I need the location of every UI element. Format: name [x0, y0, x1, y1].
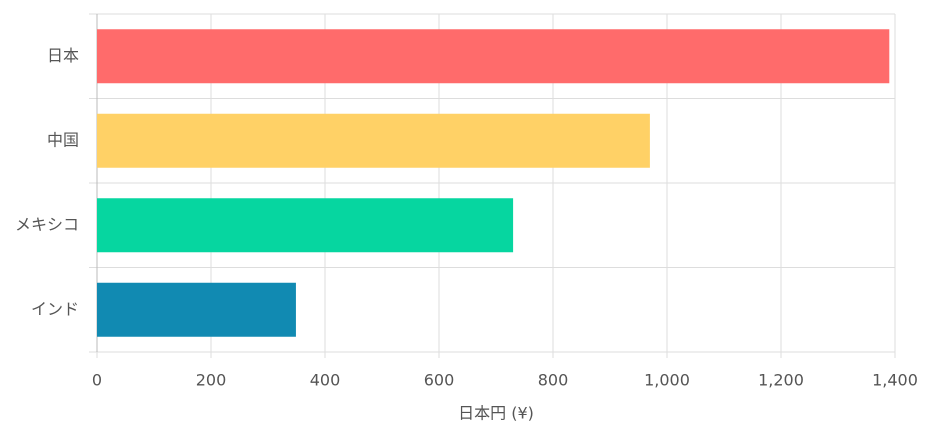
- y-tick-label: インド: [31, 299, 79, 318]
- y-tick-label: メキシコ: [15, 215, 79, 234]
- x-tick-label: 1,000: [644, 371, 690, 390]
- x-tick-label: 800: [538, 371, 569, 390]
- bar: [97, 198, 514, 253]
- x-tick-label: 1,200: [758, 371, 804, 390]
- bar: [97, 113, 650, 168]
- x-axis-title: 日本円 (¥): [458, 404, 534, 423]
- x-tick-label: 400: [310, 371, 341, 390]
- x-tick-label: 1,400: [872, 371, 918, 390]
- y-tick-label: 中国: [47, 130, 79, 149]
- x-tick-label: 0: [92, 371, 102, 390]
- y-tick-label: 日本: [47, 46, 79, 65]
- bar: [97, 282, 296, 337]
- bar: [97, 29, 890, 84]
- x-tick-label: 600: [424, 371, 455, 390]
- x-tick-label: 200: [196, 371, 227, 390]
